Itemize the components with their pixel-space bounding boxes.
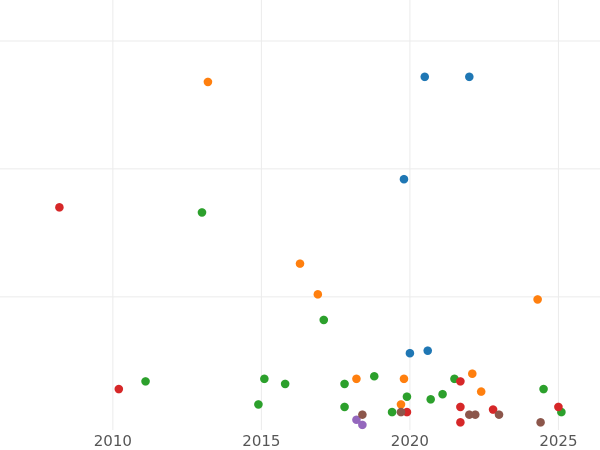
scatter-point <box>465 410 474 419</box>
scatter-point <box>539 384 548 394</box>
scatter-point <box>358 420 367 430</box>
scatter-point <box>203 77 213 87</box>
scatter-point <box>141 377 150 386</box>
scatter-point <box>197 208 207 217</box>
scatter-point <box>536 418 545 427</box>
scatter-point <box>423 346 433 355</box>
scatter-point <box>456 402 465 412</box>
scatter-point <box>533 295 542 304</box>
scatter-point <box>476 387 486 396</box>
scatter-point <box>352 415 361 425</box>
scatter-point <box>420 72 430 82</box>
gridlines <box>0 0 600 430</box>
scatter-point <box>554 402 563 412</box>
scatter-point <box>396 400 406 409</box>
scatter-point <box>254 400 263 409</box>
scatter-point <box>396 407 406 417</box>
scatter-point <box>456 418 465 427</box>
x-tick-label: 2010 <box>94 432 132 450</box>
scatter-point <box>465 72 474 82</box>
scatter-point <box>426 394 435 404</box>
x-tick-label: 2015 <box>242 432 280 450</box>
scatter-point <box>352 374 361 384</box>
scatter-point <box>438 389 447 399</box>
scatter-point <box>399 374 409 384</box>
scatter-point <box>387 407 397 417</box>
scatter-point <box>340 379 349 389</box>
scatter-point <box>295 259 305 268</box>
scatter-point <box>402 407 412 417</box>
x-tick-label: 2020 <box>391 432 429 450</box>
scatter-point <box>399 174 409 184</box>
scatter-point <box>369 371 379 381</box>
scatter-point <box>470 410 480 419</box>
scatter-point <box>494 410 504 419</box>
scatter-point <box>467 369 477 378</box>
scatter-point <box>114 384 124 394</box>
x-axis-ticks: 2010 2015 2020 2025 <box>94 432 578 450</box>
scatter-point <box>280 379 290 389</box>
scatter-point <box>456 377 465 386</box>
scatter-point <box>260 374 269 384</box>
scatter-point <box>488 405 498 414</box>
scatter-point <box>358 410 367 419</box>
scatter-point <box>55 203 64 212</box>
scatter-point <box>313 290 323 299</box>
scatter-point <box>319 315 329 325</box>
scatter-point <box>340 402 349 412</box>
scatter-point <box>405 348 415 358</box>
scatter-point <box>402 392 412 402</box>
x-tick-label: 2025 <box>539 432 577 450</box>
data-points <box>55 72 566 430</box>
